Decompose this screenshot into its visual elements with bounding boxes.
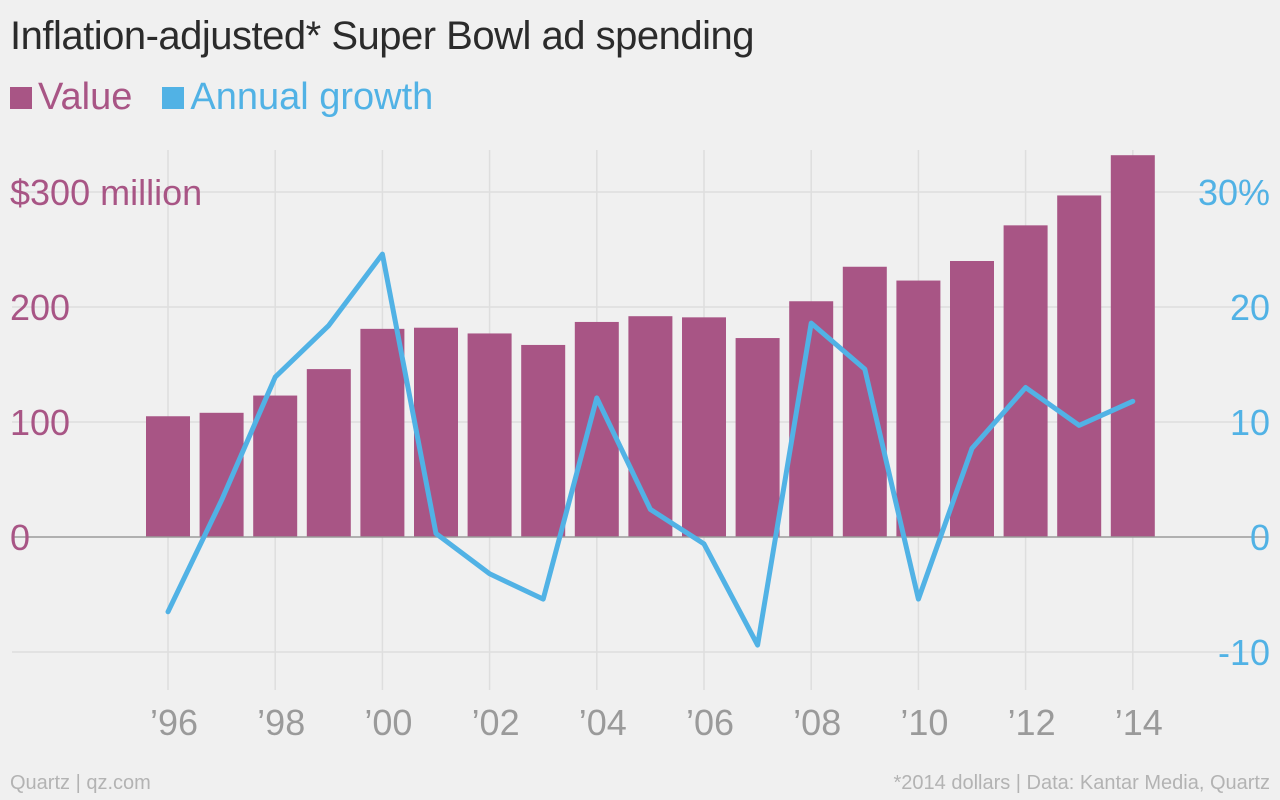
x-tick-label: ’12 — [1008, 702, 1056, 743]
y-right-tick-label: 10 — [1230, 402, 1270, 443]
x-tick-label: ’10 — [900, 702, 948, 743]
value-bar — [253, 395, 298, 537]
y-right-tick-label: 0 — [1250, 517, 1270, 558]
value-bar — [896, 280, 941, 537]
y-left-tick-label: 200 — [10, 287, 70, 328]
value-bar — [360, 328, 405, 537]
x-tick-label: ’96 — [150, 702, 198, 743]
y-left-tick-label: 0 — [10, 517, 30, 558]
value-bar — [306, 369, 351, 537]
y-right-tick-label: 30% — [1198, 172, 1270, 213]
x-tick-label: ’06 — [686, 702, 734, 743]
value-bar — [1003, 225, 1048, 537]
y-left-tick-label: 100 — [10, 402, 70, 443]
y-left-tick-label: $300 million — [10, 172, 202, 213]
growth-line — [165, 251, 1136, 648]
y-right-tick-label: -10 — [1218, 632, 1270, 673]
legend-label-value: Value — [38, 76, 133, 118]
legend: Value Annual growth — [10, 76, 463, 119]
value-bars — [146, 155, 1155, 537]
x-tick-label: ’04 — [579, 702, 627, 743]
x-tick-label: ’00 — [364, 702, 412, 743]
y-right-tick-label: 20 — [1230, 287, 1270, 328]
chart-title: Inflation-adjusted* Super Bowl ad spendi… — [10, 14, 754, 58]
x-tick-label: ’14 — [1115, 702, 1163, 743]
legend-swatch-growth — [162, 86, 185, 109]
value-bar — [414, 327, 458, 537]
value-bar — [199, 412, 244, 537]
legend-label-growth: Annual growth — [190, 76, 434, 118]
footer-credit: Quartz | qz.com — [10, 772, 151, 794]
value-bar — [628, 316, 673, 537]
value-bar — [146, 416, 190, 537]
value-bar — [1110, 155, 1155, 537]
value-bar — [682, 317, 726, 537]
value-bar — [1057, 195, 1102, 537]
growth-line-group — [165, 251, 1136, 648]
legend-swatch-value — [10, 86, 32, 109]
footer-source: *2014 dollars | Data: Kantar Media, Quar… — [893, 772, 1270, 794]
legend-item-growth: Annual growth — [162, 76, 433, 119]
value-bar — [521, 344, 566, 537]
legend-item-value: Value — [10, 76, 132, 119]
x-tick-label: ’98 — [257, 702, 305, 743]
tick-labels: 0 100 200 $300 million -10 0 10 20 30% ’96 ’98 ’00 ’… — [10, 172, 1270, 743]
value-bar — [467, 333, 512, 537]
x-tick-label: ’02 — [472, 702, 520, 743]
value-bar — [842, 266, 887, 537]
value-bar — [735, 338, 780, 537]
x-tick-label: ’08 — [793, 702, 841, 743]
